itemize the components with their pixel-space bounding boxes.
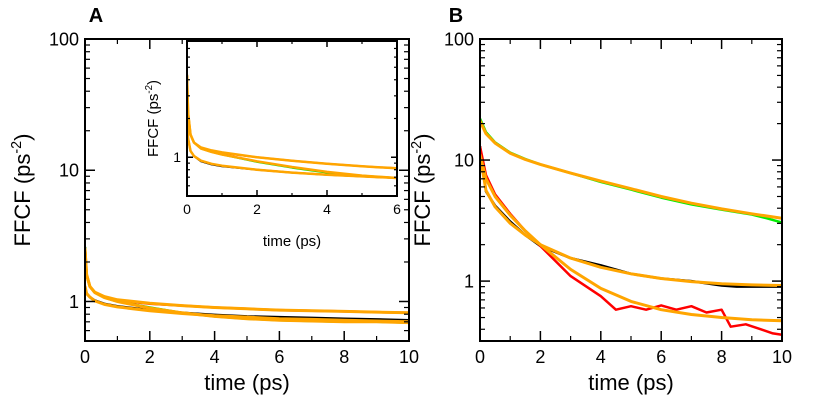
panel-label: B	[449, 5, 463, 27]
y-axis-label-close: )	[145, 80, 162, 85]
y-axis-label-main: FFCF (ps	[10, 154, 35, 247]
x-tick-label: 10	[399, 347, 419, 367]
x-tick-label: 2	[145, 347, 155, 367]
data-series-1	[480, 118, 782, 224]
fit-curve-3	[187, 117, 397, 180]
y-tick-label: 1	[69, 292, 79, 312]
y-axis-label-main: FFCF (ps	[145, 94, 162, 157]
y-tick-label: 100	[444, 29, 474, 49]
x-tick-label: 4	[323, 201, 331, 217]
plot-area	[187, 73, 397, 180]
data-series-2	[480, 146, 782, 288]
x-tick-label: 8	[339, 347, 349, 367]
x-axis-label: time (ps)	[588, 370, 674, 395]
y-axis-label: FFCF (ps-2)	[409, 134, 435, 247]
x-tick-label: 0	[475, 347, 485, 367]
y-tick-label: 10	[59, 161, 79, 181]
x-tick-label: 2	[535, 347, 545, 367]
x-tick-label: 6	[656, 347, 666, 367]
x-tick-label: 4	[210, 347, 220, 367]
y-axis-label-superscript: -2	[144, 85, 155, 94]
fit-curve-3	[480, 153, 782, 323]
fit-curve-3	[85, 285, 409, 324]
y-axis-label: FFCF (ps-2)	[9, 134, 35, 247]
inset-background	[187, 41, 397, 196]
data-series-3	[480, 146, 782, 337]
y-axis-label-superscript: -2	[9, 141, 25, 154]
fit-curve-2	[187, 74, 397, 180]
y-axis-label-superscript: -2	[409, 141, 425, 154]
x-tick-label: 6	[274, 347, 284, 367]
x-tick-label: 2	[253, 201, 261, 217]
fit-curve-2	[480, 153, 782, 287]
x-tick-label: 8	[717, 347, 727, 367]
x-tick-label: 10	[772, 347, 792, 367]
fit-curve-1	[480, 119, 782, 220]
x-tick-label: 6	[393, 201, 401, 217]
y-tick-label: 1	[464, 271, 474, 291]
panel-b-chart: 0 2 4 6 8 10 1 10 100 time (ps) FFCF (ps-2) B	[409, 5, 792, 395]
y-axis-label-close: )	[10, 134, 35, 141]
x-tick-label: 0	[80, 347, 90, 367]
x-tick-label: 4	[596, 347, 606, 367]
x-axis-label: time (ps)	[263, 233, 321, 250]
plot-area	[480, 118, 782, 337]
y-axis-label-main: FFCF (ps	[410, 154, 435, 247]
y-axis-label-close: )	[410, 134, 435, 141]
panel-a-inset-chart: 0 2 4 6 1 time (ps) FFCF (ps-2)	[144, 40, 401, 250]
y-tick-label: 1	[173, 149, 181, 165]
x-tick-label: 0	[183, 201, 191, 217]
plot-area	[85, 246, 409, 325]
y-axis-label: FFCF (ps-2)	[144, 80, 162, 157]
y-tick-label: 100	[49, 29, 79, 49]
panel-label: A	[89, 5, 103, 27]
y-tick-label: 10	[454, 150, 474, 170]
x-axis-label: time (ps)	[204, 370, 290, 395]
